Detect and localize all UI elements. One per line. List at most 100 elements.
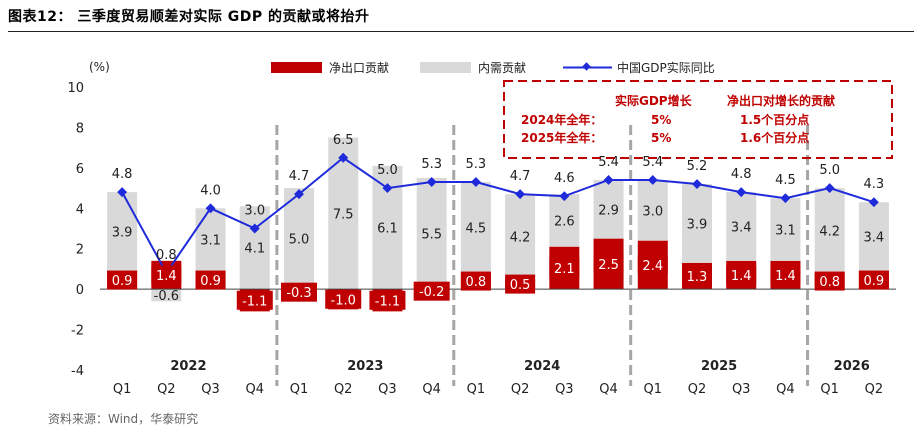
title-divider <box>8 31 914 32</box>
label-gdp: 5.3 <box>466 157 487 172</box>
annotation-row-2024-label: 2024年全年： <box>521 112 602 127</box>
gdp-point <box>515 189 526 200</box>
year-label: 2025 <box>701 359 737 374</box>
x-tick-label: Q1 <box>820 382 839 397</box>
label-domestic: -0.6 <box>154 289 179 304</box>
label-gdp: 4.3 <box>864 177 885 192</box>
year-label: 2024 <box>524 359 560 374</box>
x-tick-label: Q2 <box>334 382 353 397</box>
x-tick-label: Q1 <box>290 382 309 397</box>
label-box-net-export <box>369 290 406 310</box>
label-box-net-export <box>549 258 580 278</box>
bar-domestic <box>682 184 712 263</box>
label-domestic: 3.9 <box>687 217 708 232</box>
label-box-net-export <box>682 266 712 286</box>
bar-domestic <box>770 198 801 261</box>
label-net-export: 1.4 <box>775 269 796 284</box>
label-domestic: 4.2 <box>510 231 531 246</box>
label-gdp: 4.0 <box>200 183 221 198</box>
label-domestic: 3.9 <box>112 226 133 241</box>
label-box-net-export <box>107 270 138 290</box>
label-box-net-export <box>195 270 226 290</box>
bar-domestic <box>416 177 447 290</box>
x-tick-label: Q2 <box>688 382 707 397</box>
label-gdp: 5.0 <box>377 163 398 178</box>
label-net-export: 1.4 <box>731 269 752 284</box>
legend-marker-gdp <box>582 62 591 71</box>
label-gdp: 4.6 <box>554 171 575 186</box>
label-domestic: 3.0 <box>642 204 663 219</box>
gdp-line-layer <box>117 152 879 278</box>
x-tick-label: Q3 <box>555 382 574 397</box>
figure-title: 图表12： 三季度贸易顺差对实际 GDP 的贡献或将抬升 <box>8 9 370 25</box>
label-net-export: -1.0 <box>331 293 356 308</box>
y-tick-label: -4 <box>71 364 84 379</box>
label-gdp: 4.5 <box>775 173 796 188</box>
legend-label-gdp: 中国GDP实际同比 <box>617 60 715 75</box>
label-net-export: 0.8 <box>819 275 840 290</box>
label-box-net-export <box>505 274 536 294</box>
bar-domestic <box>505 194 536 280</box>
y-tick-label: 4 <box>76 202 84 217</box>
data-labels-layer: 3.9 0.9 -0.6 1.4 3.1 0.9 4.1 -1.1 5.0 -0.3 7.5 -1.0… <box>107 133 889 310</box>
label-domestic: 5.5 <box>421 228 442 243</box>
label-domestic: 7.5 <box>333 207 354 222</box>
label-gdp: 5.0 <box>819 163 840 178</box>
gdp-point <box>117 187 128 198</box>
x-axis: Q1 Q2 Q3 Q4 Q1 Q2 Q3 Q4 Q1 Q2 Q3 Q4 Q1 Q2 Q3 Q4 Q1 Q2 2022… <box>113 359 883 397</box>
legend-swatch-net-export <box>271 62 322 73</box>
label-net-export: 0.8 <box>466 275 487 290</box>
bar-domestic <box>460 182 491 273</box>
label-gdp: 6.5 <box>333 133 354 148</box>
x-tick-label: Q4 <box>246 382 265 397</box>
label-box-net-export <box>325 289 362 309</box>
legend-swatch-domestic <box>420 62 471 73</box>
annotation-header-gdp: 实际GDP增长 <box>615 93 693 108</box>
bar-domestic <box>637 179 668 241</box>
label-gdp: 4.7 <box>510 169 531 184</box>
x-tick-label: Q3 <box>378 382 397 397</box>
gdp-line <box>121 156 875 275</box>
gdp-point <box>780 193 791 204</box>
label-box-net-export <box>236 290 273 310</box>
label-box-net-export <box>814 271 845 291</box>
x-tick-label: Q3 <box>732 382 751 397</box>
label-net-export: -0.2 <box>419 285 444 300</box>
label-gdp: 4.7 <box>289 169 310 184</box>
source-note: 资料来源：Wind，华泰研究 <box>48 412 199 426</box>
label-domestic: 3.1 <box>775 224 796 239</box>
gdp-point <box>205 203 216 214</box>
annotation-box: 实际GDP增长 净出口对增长的贡献 2024年全年： 5% 1.5个百分点 20… <box>503 80 893 159</box>
label-box-net-export <box>726 265 757 285</box>
y-tick-label: 10 <box>67 81 84 96</box>
gdp-point <box>824 183 835 194</box>
label-domestic: 4.5 <box>466 221 487 236</box>
label-domestic: 6.1 <box>377 221 398 236</box>
bar-domestic <box>726 192 757 261</box>
gdp-point <box>647 175 658 185</box>
label-domestic: 2.6 <box>554 214 575 229</box>
label-net-export: 0.5 <box>510 278 531 293</box>
gdp-point <box>426 177 437 187</box>
gdp-point <box>736 187 747 198</box>
annotation-row-2025-gdp: 5% <box>651 131 671 145</box>
label-gdp: 5.4 <box>642 155 663 170</box>
x-tick-label: Q3 <box>201 382 220 397</box>
label-net-export: 2.1 <box>554 262 575 277</box>
label-net-export: -0.3 <box>286 286 311 301</box>
label-box-net-export <box>281 282 317 302</box>
label-box-net-export <box>413 281 450 301</box>
gdp-point <box>470 177 481 187</box>
gdp-point <box>294 189 304 200</box>
label-net-export: 2.5 <box>598 258 619 273</box>
gdp-point <box>603 175 614 185</box>
legend-label-domestic: 内需贡献 <box>478 60 526 75</box>
x-tick-label: Q1 <box>113 382 132 397</box>
year-label: 2022 <box>170 359 206 374</box>
label-box-net-export <box>151 265 182 285</box>
annotation-row-2025-label: 2025年全年： <box>521 130 602 145</box>
legend: 净出口贡献 内需贡献 中国GDP实际同比 <box>271 60 715 75</box>
gdp-point <box>249 223 260 234</box>
label-box-net-export <box>593 254 624 274</box>
y-axis-unit-group: (%) <box>89 60 110 74</box>
